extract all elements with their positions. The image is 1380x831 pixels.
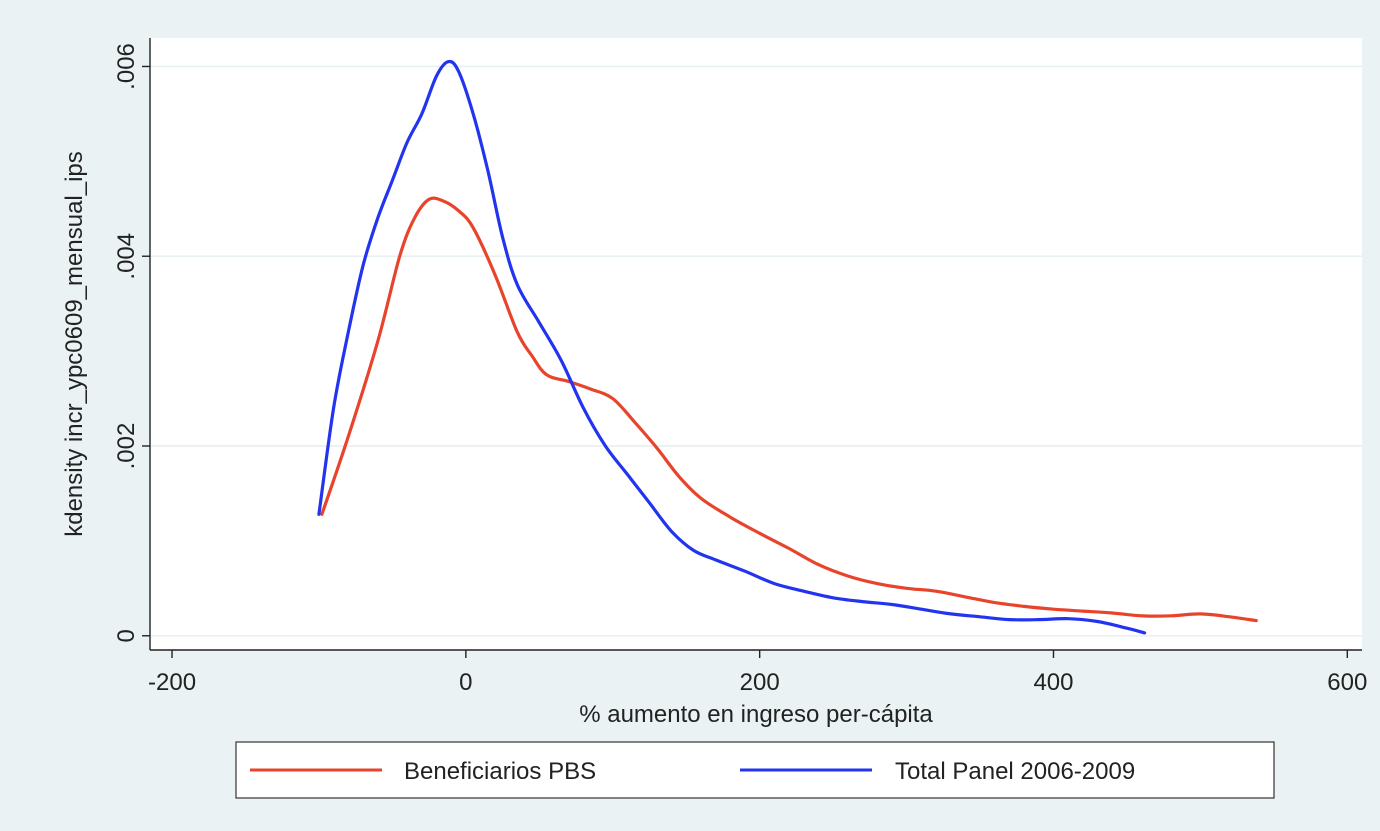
x-tick-label: -200 — [148, 669, 196, 696]
y-axis-ticks: 0 .002 .004 .006 — [113, 43, 150, 642]
legend: Beneficiarios PBS Total Panel 2006-2009 — [235, 741, 1275, 799]
x-axis-ticks: -200 0 200 400 600 — [148, 650, 1367, 696]
legend-label-total-panel: Total Panel 2006-2009 — [895, 758, 1135, 785]
y-tick-label: .002 — [113, 423, 140, 470]
series-line-0 — [320, 196, 1258, 623]
y-tick-label: 0 — [113, 629, 140, 642]
series-line-1 — [317, 59, 1147, 635]
legend-label-beneficiarios-pbs: Beneficiarios PBS — [404, 758, 596, 785]
x-tick-label: 200 — [740, 669, 780, 696]
y-axis-title: kdensity incr_ypc0609_mensual_ips — [61, 151, 88, 537]
x-tick-label: 400 — [1033, 669, 1073, 696]
y-tick-label: .006 — [113, 43, 140, 90]
x-tick-label: 0 — [459, 669, 472, 696]
y-tick-label: .004 — [113, 233, 140, 280]
series-lines — [317, 59, 1258, 635]
x-axis-title: % aumento en ingreso per-cápita — [579, 701, 933, 728]
x-tick-label: 600 — [1327, 669, 1367, 696]
gridlines — [150, 65, 1362, 637]
plot-area — [150, 38, 1362, 650]
